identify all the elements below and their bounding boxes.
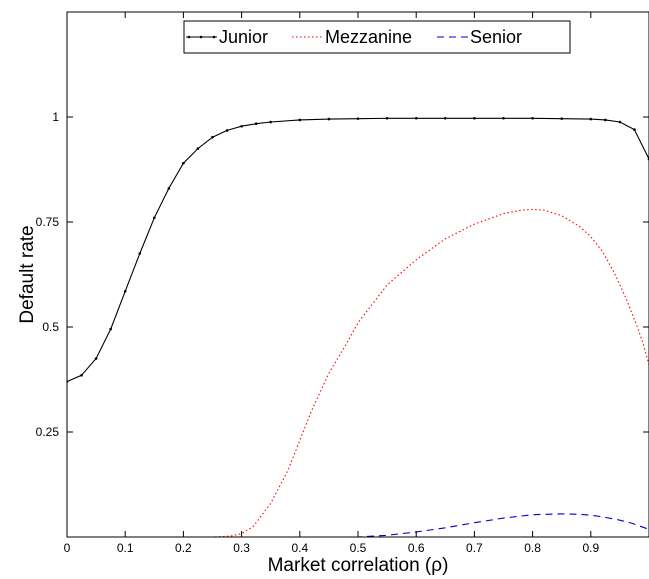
series-line-senior [67,513,649,537]
x-tick-label: 0 [64,541,71,555]
y-tick-label: 1 [52,110,59,124]
data-point-junior [269,120,273,124]
ticks-layer: 0 0.1 0.2 0.3 0.4 0.5 0.6 0.7 0.8 0.9 0.25 0.5 0.75 1 [36,12,649,555]
x-tick-label: 0.5 [350,541,367,555]
x-tick-label: 0.2 [175,541,192,555]
x-tick-label: 0.7 [466,541,483,555]
series-line-junior [67,117,649,383]
legend-marker [187,35,191,39]
data-point-junior [182,161,185,165]
data-point-junior [414,116,418,120]
data-point-junior [94,357,98,360]
data-point-junior [211,135,214,139]
x-tick-label: 0.3 [233,541,250,555]
data-point-junior [80,374,83,377]
data-point-junior [444,116,447,120]
data-point-junior [225,129,229,132]
legend-label-senior: Senior [470,27,522,47]
x-tick-label: 0.9 [582,541,599,555]
legend-marker [212,35,216,39]
y-tick-label: 0.75 [36,215,60,229]
data-point-junior [254,122,258,126]
series-line-mezzanine [67,208,649,537]
data-point-junior [196,147,200,150]
y-axis-label: Default rate [17,225,38,323]
y-tick-label: 0.25 [36,425,60,439]
x-tick-label: 0.1 [117,541,134,555]
data-point-junior [618,120,622,124]
x-tick-label: 0.4 [291,541,308,555]
data-point-junior [473,116,476,120]
data-point-junior [633,128,636,131]
legend-label-junior: Junior [219,27,268,47]
data-point-junior [604,118,607,122]
legend-marker [199,35,203,39]
data-point-junior [240,124,243,128]
x-tick-label: 0.8 [524,541,541,555]
legend: Junior Mezzanine Senior [183,20,571,54]
data-point-junior [123,290,127,293]
x-axis-label: Market correlation (ρ) [268,555,449,576]
data-point-junior [167,187,171,190]
data-point-junior [531,116,534,120]
x-tick-label: 0.6 [408,541,425,555]
legend-label-mezzanine: Mezzanine [325,27,412,47]
data-point-junior [109,327,112,331]
y-tick-label: 0.5 [42,320,59,334]
data-point-junior [385,116,389,120]
data-point-junior [356,117,360,120]
data-point-junior [298,118,302,122]
data-point-junior [138,252,142,255]
legend-box [183,20,571,54]
series-layer [67,116,649,537]
data-point-junior [589,117,593,121]
data-point-junior [502,116,505,120]
data-point-junior [153,216,156,220]
data-point-junior [327,117,331,121]
data-point-junior [560,117,563,120]
plot-frame [66,11,649,538]
